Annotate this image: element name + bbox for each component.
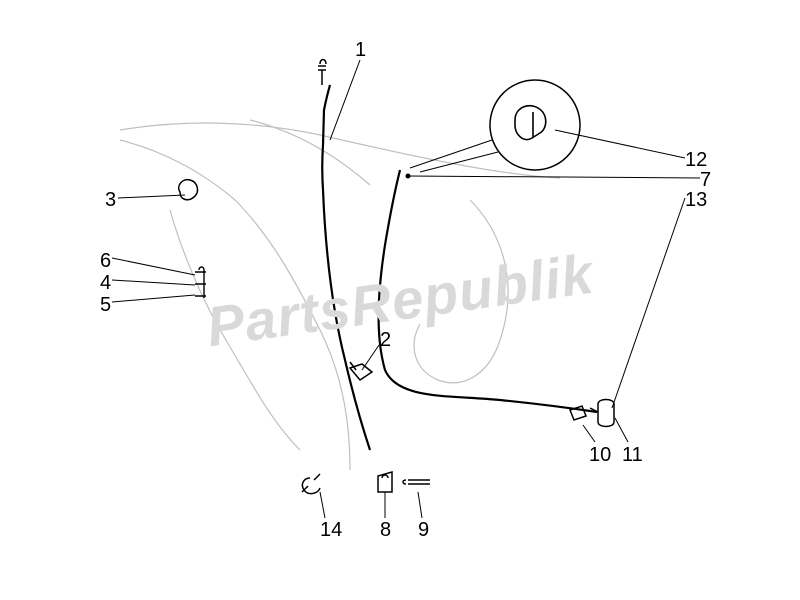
callout-label-1: 1 bbox=[355, 40, 366, 60]
leader-11 bbox=[615, 418, 628, 442]
callout-label-7: 7 bbox=[700, 170, 711, 190]
cable-main-2 bbox=[379, 170, 597, 412]
callout-label-8: 8 bbox=[380, 520, 391, 540]
leader-5 bbox=[112, 295, 195, 302]
callout-label-10: 10 bbox=[589, 445, 611, 465]
callout-label-13: 13 bbox=[685, 190, 707, 210]
faint-cable-5 bbox=[414, 200, 508, 383]
callout-label-9: 9 bbox=[418, 520, 429, 540]
faint-cable-4 bbox=[250, 120, 370, 185]
leader-dot-7 bbox=[406, 174, 411, 179]
faint-cables bbox=[120, 120, 560, 470]
faint-cable-1 bbox=[120, 140, 350, 470]
leader-4 bbox=[112, 280, 195, 285]
connector-2 bbox=[350, 362, 372, 380]
cable-main-1 bbox=[322, 85, 370, 450]
end-fittings bbox=[570, 400, 614, 427]
faint-cable-3 bbox=[170, 210, 300, 450]
diagram-canvas: PartsRepublik 1234567891011121314 bbox=[0, 0, 800, 600]
leader-3 bbox=[118, 195, 185, 198]
callout-label-4: 4 bbox=[100, 273, 111, 293]
bracket-8 bbox=[378, 472, 392, 492]
sensor-top bbox=[318, 60, 326, 86]
callout-label-14: 14 bbox=[320, 520, 342, 540]
callout-label-11: 11 bbox=[622, 445, 643, 465]
leader-1 bbox=[330, 60, 360, 140]
leader-9 bbox=[418, 492, 422, 518]
leader-10 bbox=[583, 425, 595, 442]
leader-13 bbox=[612, 198, 685, 408]
clip-3 bbox=[179, 180, 198, 200]
callout-label-6: 6 bbox=[100, 251, 111, 271]
diagram-svg bbox=[0, 0, 800, 600]
leader-12 bbox=[555, 130, 685, 158]
callout-label-12: 12 bbox=[685, 150, 707, 170]
leader-lines bbox=[112, 60, 700, 518]
callout-label-5: 5 bbox=[100, 295, 111, 315]
clip-14 bbox=[302, 474, 320, 494]
bolt-9 bbox=[403, 480, 430, 484]
callout-label-3: 3 bbox=[105, 190, 116, 210]
leader-2 bbox=[362, 345, 379, 370]
callout-label-2: 2 bbox=[380, 330, 391, 350]
main-cables bbox=[322, 85, 597, 450]
detail-clip bbox=[515, 106, 546, 140]
leader-14 bbox=[320, 492, 325, 518]
faint-cable-2 bbox=[120, 123, 560, 178]
leader-6 bbox=[112, 258, 195, 275]
detail-circle bbox=[490, 80, 580, 170]
